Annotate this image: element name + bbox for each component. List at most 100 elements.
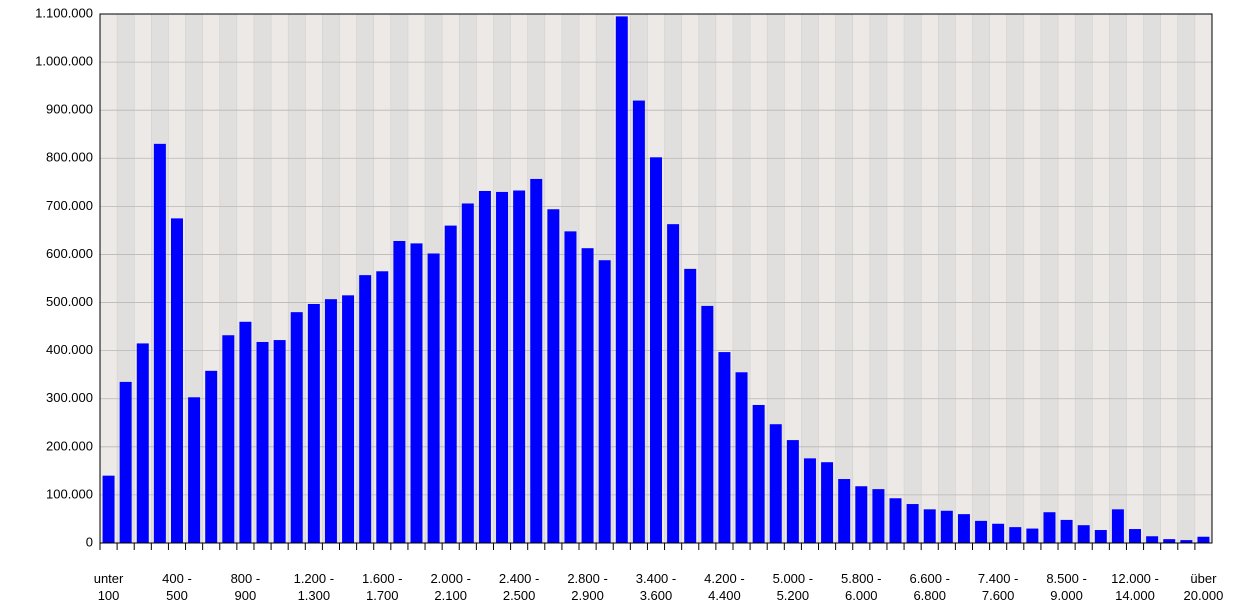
bar — [530, 178, 543, 543]
bar — [1043, 512, 1056, 543]
bar — [957, 514, 970, 543]
bar — [188, 397, 201, 543]
bar — [718, 352, 731, 543]
bar — [393, 240, 406, 544]
stripe — [1160, 14, 1179, 543]
y-tick-label: 700.000 — [46, 198, 93, 213]
x-tick-label: 3.400 - 3.600 — [635, 571, 677, 603]
bar — [478, 190, 491, 543]
x-tick-label: 2.400 - 2.500 — [498, 571, 540, 603]
bar — [1009, 527, 1022, 543]
stripe — [1058, 14, 1076, 543]
x-tick-label: 1.200 - 1.300 — [293, 571, 335, 603]
bar — [410, 243, 423, 544]
bar — [872, 489, 885, 543]
bar — [102, 475, 115, 543]
bar — [615, 16, 628, 544]
y-tick-label: 300.000 — [46, 390, 93, 405]
stripe — [1126, 14, 1145, 543]
bar — [170, 218, 183, 544]
bar — [239, 321, 252, 543]
stripe — [1075, 14, 1093, 543]
y-tick-label: 600.000 — [46, 246, 93, 261]
bar — [769, 424, 782, 543]
stripe — [1194, 14, 1213, 543]
bar — [1197, 536, 1210, 543]
bar — [667, 224, 680, 543]
bar — [940, 510, 953, 543]
x-tick-label: 7.400 - 7.600 — [977, 571, 1019, 603]
bar — [547, 209, 560, 543]
y-tick-label: 400.000 — [46, 342, 93, 357]
bar — [273, 340, 286, 543]
bar — [701, 305, 714, 543]
bar — [513, 190, 526, 543]
y-tick-label: 100.000 — [46, 486, 93, 501]
bar — [290, 312, 303, 543]
stripe — [989, 14, 1008, 543]
y-tick-label: 900.000 — [46, 102, 93, 117]
stripe — [835, 14, 854, 543]
stripe — [886, 14, 905, 543]
bar — [975, 520, 988, 543]
stripe — [955, 14, 973, 543]
bar — [803, 458, 816, 543]
bar — [632, 100, 645, 544]
bar — [1180, 540, 1193, 543]
bar — [359, 275, 372, 543]
bar — [564, 231, 577, 543]
x-tick-label: 400 - 500 — [162, 571, 192, 603]
bar — [256, 341, 269, 543]
x-tick-label: 1.600 - 1.700 — [362, 571, 403, 603]
x-tick-label: 2.800 - 2.900 — [567, 571, 608, 603]
bar — [461, 203, 474, 543]
bar — [324, 299, 337, 543]
bar — [136, 343, 149, 543]
x-tick-label: 800 - 900 — [230, 571, 261, 603]
stripe — [921, 14, 939, 543]
stripe — [869, 14, 888, 543]
stripe — [1177, 14, 1196, 543]
stripe — [1023, 14, 1042, 543]
x-tick-label: 6.600 - 6.800 — [909, 571, 950, 603]
bar — [1094, 530, 1107, 543]
x-tick-label: über 20.000 — [1183, 571, 1224, 603]
bar — [752, 404, 765, 543]
bar — [735, 372, 748, 543]
stripe — [1109, 14, 1127, 543]
bar — [786, 440, 799, 543]
bar — [838, 479, 851, 543]
bar — [906, 504, 919, 543]
bar — [342, 295, 355, 543]
bar — [1146, 536, 1159, 543]
x-tick-label: 4.200 - 4.400 — [704, 571, 745, 603]
bar — [307, 303, 320, 543]
x-tick-label: 8.500 - 9.000 — [1046, 571, 1087, 603]
y-tick-label: 1.000.000 — [35, 54, 93, 69]
stripe — [852, 14, 871, 543]
bar — [889, 498, 902, 543]
stripe — [1006, 14, 1025, 543]
bar — [205, 370, 218, 543]
bar — [1163, 539, 1176, 543]
stripe — [1092, 14, 1110, 543]
x-tick-label: 5.000 - 5.200 — [772, 571, 814, 603]
stripe — [784, 14, 802, 543]
bar — [821, 462, 834, 543]
stripe — [767, 14, 785, 543]
bar — [855, 486, 868, 543]
bar — [427, 253, 440, 543]
bar — [650, 157, 662, 543]
bar — [581, 248, 594, 543]
bar — [598, 260, 611, 543]
stripe — [938, 14, 956, 543]
stripe — [801, 14, 820, 543]
bar — [1060, 519, 1073, 543]
y-tick-label: 1.100.000 — [35, 5, 93, 20]
bar — [496, 191, 509, 543]
x-tick-label: 2.000 - 2.100 — [430, 571, 471, 603]
stripe — [100, 14, 118, 543]
bar — [222, 335, 235, 543]
